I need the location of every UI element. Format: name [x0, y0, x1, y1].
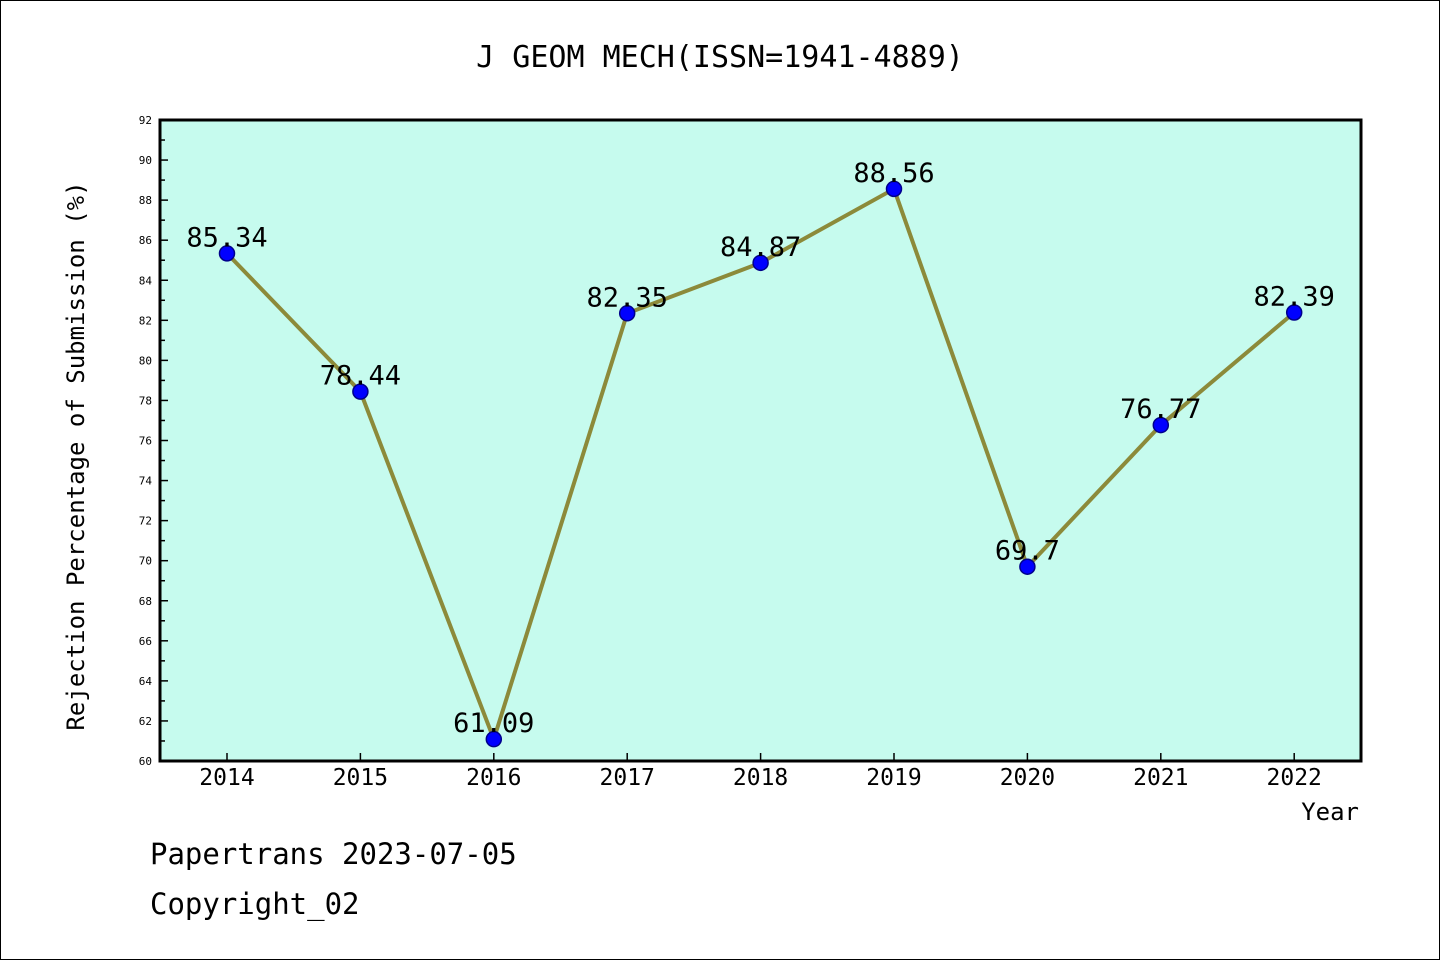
- x-axis: 2014 2015 2016 2017 2018 2019 2020 2021 2022: [199, 753, 1322, 791]
- data-label: 84.87: [720, 232, 801, 263]
- x-tick-label: 2018: [733, 765, 788, 791]
- y-tick-label: 86: [139, 234, 152, 247]
- data-point: [1019, 558, 1036, 575]
- y-tick-label: 62: [139, 715, 152, 728]
- data-point: [618, 305, 636, 322]
- data-label: 61.09: [453, 708, 534, 739]
- data-point: [218, 245, 236, 262]
- y-tick-label: 66: [139, 635, 152, 648]
- y-tick-label: 60: [139, 755, 152, 768]
- x-tick-label: 2022: [1267, 765, 1322, 791]
- data-label: 82.39: [1254, 282, 1335, 313]
- x-tick-label: 2019: [866, 765, 921, 791]
- data-point: [752, 254, 769, 272]
- chart-title: J GEOM MECH(ISSN=1941-4889): [476, 40, 964, 75]
- data-labels: 85.34 78.44 61.09 82.35 84.87 88.56 69.7 76.77 8…: [186, 158, 1334, 739]
- data-label: 78.44: [320, 361, 401, 392]
- x-tick-label: 2016: [466, 765, 521, 791]
- data-label: 82.35: [587, 282, 668, 313]
- data-label: 76.77: [1120, 394, 1201, 425]
- y-tick-label: 64: [139, 675, 153, 688]
- y-tick-label: 68: [139, 595, 152, 608]
- y-tick-label: 92: [139, 114, 152, 127]
- x-tick-label: 2021: [1133, 765, 1188, 791]
- data-point: [485, 730, 503, 748]
- y-tick-label: 72: [139, 515, 152, 528]
- y-tick-label: 82: [139, 314, 152, 327]
- y-tick-label: 74: [139, 475, 153, 488]
- x-axis-label: Year: [1301, 798, 1359, 826]
- footer-copyright: Copyright_02: [150, 887, 360, 922]
- data-label: 85.34: [186, 222, 267, 253]
- y-tick-label: 76: [139, 435, 152, 448]
- y-tick-label: 90: [139, 154, 152, 167]
- plot-area: [158, 118, 1363, 763]
- y-tick-label: 84: [139, 274, 153, 287]
- data-point: [352, 383, 369, 400]
- x-tick-label: 2020: [1000, 765, 1055, 791]
- data-label: 88.56: [853, 158, 934, 189]
- y-axis-label: Rejection Percentage of Submission (%): [62, 181, 90, 730]
- x-tick-label: 2014: [199, 765, 254, 791]
- data-markers: [218, 180, 1303, 748]
- footer-source: Papertrans 2023-07-05: [150, 837, 517, 871]
- data-point: [885, 180, 903, 198]
- y-tick-label: 80: [139, 354, 152, 367]
- y-tick-label: 78: [139, 394, 152, 407]
- y-tick-label: 88: [139, 194, 152, 207]
- x-tick-label: 2017: [600, 765, 655, 791]
- x-tick-label: 2015: [333, 765, 388, 791]
- y-tick-label: 70: [139, 555, 152, 568]
- data-label: 69.7: [995, 536, 1060, 567]
- data-point: [1152, 416, 1170, 434]
- data-point: [1285, 304, 1303, 321]
- y-axis: 60 62 64 66 68 70 72 74 76 78 80 82 84 86 88 90 92: [139, 114, 168, 768]
